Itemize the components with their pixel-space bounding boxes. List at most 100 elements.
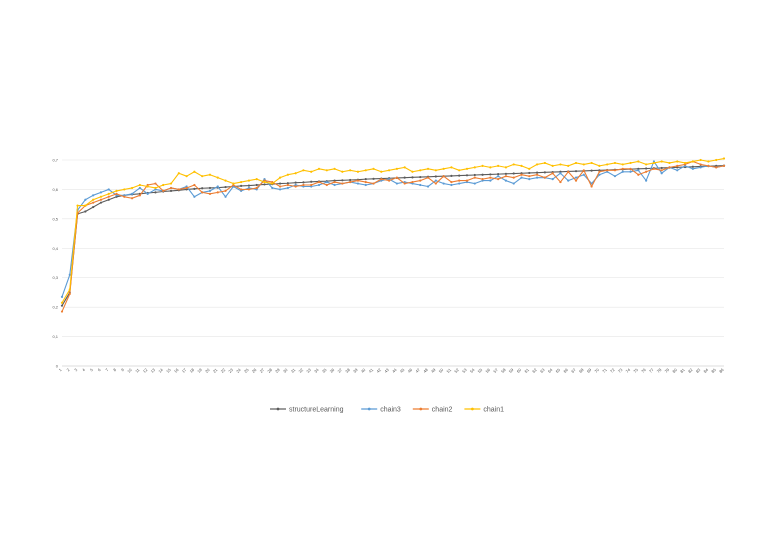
data-point — [286, 173, 289, 176]
data-point — [574, 176, 578, 179]
data-point — [504, 175, 508, 178]
data-point — [349, 178, 352, 182]
data-point — [699, 166, 702, 169]
x-tick-label: 35 — [321, 367, 328, 374]
data-point — [115, 189, 118, 192]
data-point — [286, 182, 289, 185]
data-point — [372, 182, 375, 185]
x-tick-label: 4 — [81, 367, 87, 373]
x-tick-label: 7 — [104, 367, 110, 373]
x-tick-label: 62 — [531, 367, 538, 374]
data-point — [255, 178, 258, 181]
data-point — [691, 160, 694, 163]
data-point — [707, 160, 710, 163]
data-point — [629, 161, 632, 165]
data-point — [403, 182, 406, 185]
y-tick-label: 0 — [56, 364, 59, 369]
data-point — [341, 182, 344, 185]
data-point — [317, 180, 321, 184]
data-point — [504, 172, 508, 175]
data-point — [333, 183, 336, 187]
data-point — [193, 187, 196, 190]
data-point — [395, 182, 398, 185]
data-point — [154, 182, 157, 185]
legend-label: structureLearning — [289, 407, 344, 414]
x-axis-ticks: 1 2 3 4 5 6 7 8 9 10 11 12 13 14 15 16 17 18 19 20 21 22 23 24 2… — [58, 367, 726, 374]
data-point — [130, 186, 134, 190]
data-point — [621, 167, 624, 170]
data-point — [699, 163, 702, 166]
data-point — [637, 173, 640, 176]
data-point — [528, 175, 531, 178]
x-tick-label: 15 — [165, 367, 172, 374]
series-line — [61, 157, 725, 304]
data-point — [341, 179, 344, 182]
data-point — [372, 167, 375, 170]
data-point — [442, 175, 445, 178]
data-point — [551, 172, 554, 175]
x-tick-label: 44 — [391, 367, 398, 374]
data-point — [497, 175, 500, 178]
data-point — [76, 204, 79, 207]
data-point — [99, 195, 103, 198]
data-point — [606, 163, 609, 166]
data-point — [489, 173, 492, 176]
data-point — [590, 169, 593, 172]
x-tick-label: 10 — [126, 367, 133, 374]
data-point — [115, 192, 118, 195]
data-point — [528, 178, 531, 181]
data-point — [645, 179, 648, 182]
data-point — [216, 191, 219, 194]
x-tick-label: 29 — [274, 367, 281, 374]
data-point — [465, 167, 469, 170]
data-point — [310, 180, 313, 183]
data-point — [458, 182, 461, 185]
data-point — [169, 189, 173, 192]
x-tick-label: 11 — [134, 367, 141, 374]
data-point — [364, 178, 367, 181]
data-point — [574, 161, 578, 165]
data-point — [60, 301, 64, 304]
data-point — [255, 186, 258, 190]
data-point — [208, 192, 212, 195]
data-point — [504, 166, 508, 169]
data-point — [247, 179, 251, 182]
data-point — [193, 195, 196, 198]
data-point — [621, 170, 624, 173]
data-point — [567, 179, 570, 182]
data-point — [255, 183, 258, 187]
data-point — [92, 201, 95, 204]
data-point — [645, 167, 648, 170]
x-tick-label: 26 — [251, 367, 258, 374]
data-point — [317, 183, 321, 187]
data-point — [302, 183, 305, 187]
data-point — [107, 188, 110, 191]
x-tick-label: 6 — [97, 367, 103, 373]
x-tick-label: 56 — [484, 367, 491, 374]
data-point — [169, 182, 173, 185]
x-tick-label: 27 — [259, 367, 266, 374]
y-axis-ticks: 0 0,1 0,2 0,3 0,4 0,5 0,6 0,7 — [52, 158, 58, 369]
x-tick-label: 68 — [578, 367, 585, 374]
x-tick-label: 13 — [149, 367, 156, 374]
data-point — [520, 176, 523, 179]
data-point — [458, 179, 461, 182]
data-point — [107, 192, 110, 195]
data-point — [497, 164, 500, 167]
data-point — [567, 170, 570, 173]
data-point — [465, 174, 469, 177]
data-point — [722, 164, 726, 167]
data-point — [543, 161, 546, 165]
x-tick-label: 33 — [305, 367, 312, 374]
data-point — [520, 164, 523, 167]
y-tick-label: 0,5 — [52, 216, 58, 221]
y-tick-label: 0,7 — [52, 158, 58, 163]
data-point — [676, 164, 679, 167]
data-point — [458, 169, 461, 172]
data-point — [60, 304, 64, 307]
data-point — [286, 186, 289, 190]
data-point — [434, 179, 437, 182]
data-point — [60, 295, 64, 298]
data-point — [489, 166, 492, 169]
